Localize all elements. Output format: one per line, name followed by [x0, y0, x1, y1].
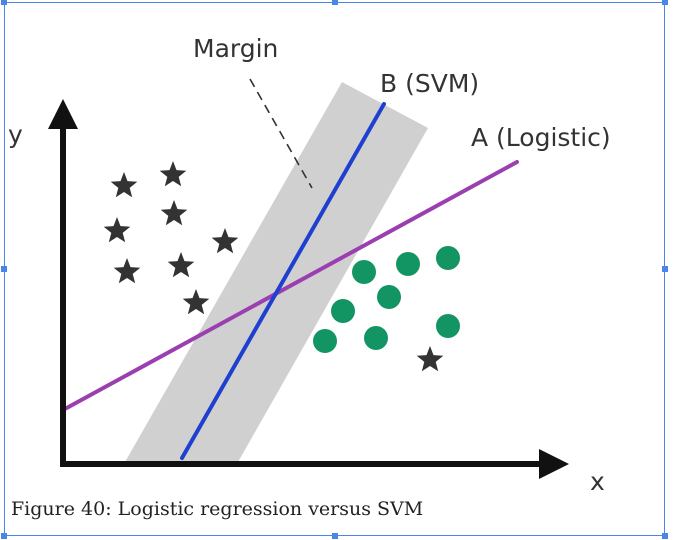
- star-point: [167, 252, 195, 278]
- margin-label: Margin: [193, 34, 278, 63]
- resize-handle-top-right[interactable]: [662, 0, 668, 5]
- star-point: [159, 161, 187, 187]
- resize-handle-bottom[interactable]: [332, 533, 338, 539]
- logistic-line: [61, 160, 519, 412]
- star-point: [160, 200, 188, 226]
- star-point: [103, 217, 131, 243]
- circle-points: [313, 246, 460, 353]
- resize-handle-bottom-right[interactable]: [662, 533, 668, 539]
- star-point: [416, 346, 444, 372]
- star-point: [113, 258, 141, 284]
- margin-band: [125, 82, 428, 462]
- logistic-line-label: A (Logistic): [471, 123, 611, 152]
- y-axis-label: y: [8, 120, 23, 149]
- resize-handle-top-left[interactable]: [1, 0, 7, 5]
- selection-border: [4, 2, 665, 536]
- svm-line: [180, 102, 386, 460]
- resize-handle-bottom-left[interactable]: [1, 533, 7, 539]
- resize-handle-right[interactable]: [662, 266, 668, 272]
- circle-point: [396, 252, 420, 276]
- resize-handle-top[interactable]: [332, 0, 338, 5]
- star-points: [103, 161, 444, 372]
- circle-point: [331, 299, 355, 323]
- margin-pointer: [249, 78, 313, 189]
- circle-point: [377, 285, 401, 309]
- figure-caption: Figure 40: Logistic regression versus SV…: [11, 498, 424, 520]
- star-point: [211, 228, 239, 254]
- circle-point: [313, 329, 337, 353]
- circle-point: [352, 260, 376, 284]
- circle-point: [436, 246, 460, 270]
- star-point: [182, 289, 210, 315]
- star-point: [110, 172, 138, 198]
- x-axis-label: x: [590, 467, 605, 496]
- resize-handle-left[interactable]: [1, 266, 7, 272]
- circle-point: [364, 326, 388, 350]
- circle-point: [436, 314, 460, 338]
- svm-line-label: B (SVM): [380, 69, 479, 98]
